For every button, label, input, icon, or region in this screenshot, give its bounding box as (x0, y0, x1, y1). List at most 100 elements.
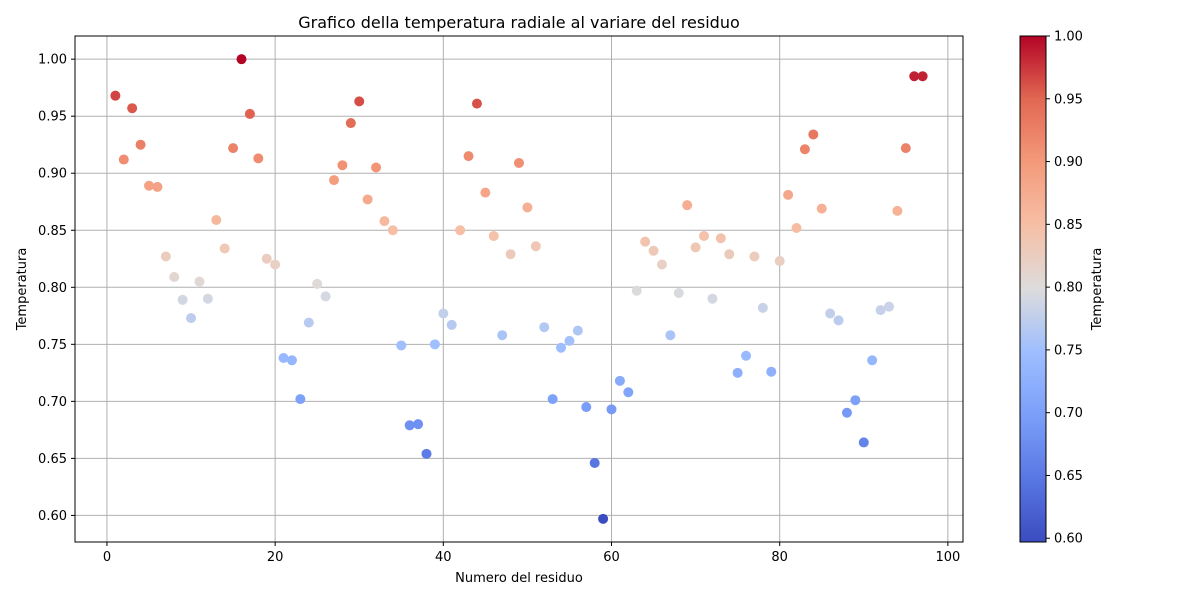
data-point (757, 302, 768, 313)
data-point (320, 291, 331, 302)
data-point (732, 367, 743, 378)
data-point (186, 313, 197, 324)
data-point (421, 448, 432, 459)
data-point (505, 249, 516, 260)
data-point (690, 242, 701, 253)
y-axis-ticks: 0.60 0.65 0.70 0.75 0.80 0.85 0.90 0.95 1.00 (38, 53, 75, 524)
data-point (514, 157, 524, 168)
data-point (219, 243, 230, 254)
colorbar (1019, 35, 1047, 543)
data-point (177, 294, 188, 305)
data-point (724, 249, 735, 260)
data-point (253, 153, 264, 164)
data-point (715, 233, 726, 244)
colorbar-label: Temperatura (1090, 248, 1105, 332)
data-point (480, 187, 491, 198)
data-point (589, 457, 600, 468)
data-point (598, 513, 609, 524)
y-axis-label: Temperatura (15, 248, 30, 332)
data-point (749, 251, 760, 262)
data-point (244, 108, 255, 119)
colorbar-tick-label: 0.95 (1054, 92, 1083, 107)
data-point (825, 308, 836, 319)
data-point (522, 202, 533, 213)
data-point (648, 245, 659, 256)
data-point (446, 319, 457, 330)
data-point (699, 230, 709, 241)
data-point (118, 154, 129, 165)
data-point (799, 144, 810, 155)
data-point (345, 118, 356, 129)
y-tick-label: 0.70 (38, 395, 67, 410)
data-point (202, 293, 213, 304)
colorbar-tick-label: 0.85 (1054, 218, 1083, 233)
y-tick-label: 0.65 (38, 452, 67, 467)
data-point (656, 259, 667, 270)
data-point (631, 285, 642, 296)
data-point (371, 162, 382, 173)
data-point (236, 54, 247, 65)
data-point (261, 253, 272, 264)
data-point (228, 143, 239, 154)
colorbar-tick-label: 0.80 (1054, 281, 1083, 296)
data-point (211, 214, 222, 225)
data-point (741, 350, 752, 361)
data-point (556, 342, 567, 353)
data-point (539, 322, 550, 333)
colorbar-tick-label: 0.90 (1054, 155, 1083, 170)
data-point (438, 308, 449, 319)
data-point (682, 200, 693, 211)
y-tick-label: 0.60 (38, 509, 67, 524)
data-point (917, 71, 928, 82)
data-point (530, 241, 541, 252)
data-point (312, 278, 323, 289)
plot-frame (74, 35, 964, 543)
x-tick-label: 0 (103, 550, 111, 565)
data-point (884, 301, 894, 312)
data-point (892, 205, 903, 216)
data-point (572, 325, 583, 336)
y-tick-label: 0.95 (38, 110, 67, 125)
data-point (497, 330, 508, 341)
data-point (337, 160, 348, 171)
y-tick-label: 0.75 (38, 338, 67, 353)
data-point (858, 437, 869, 448)
data-point (463, 151, 474, 162)
data-point (429, 339, 440, 350)
data-point (455, 225, 466, 236)
chart-title: Grafico della temperatura radiale al var… (298, 13, 740, 32)
data-point (404, 420, 415, 431)
data-point (471, 98, 482, 109)
data-point (303, 317, 314, 328)
data-point (614, 375, 625, 386)
data-point (640, 236, 651, 247)
data-point (169, 272, 180, 283)
x-tick-label: 80 (771, 550, 788, 565)
data-point (127, 103, 138, 114)
data-point (816, 203, 827, 214)
data-point (144, 180, 154, 191)
data-point (606, 404, 617, 415)
x-tick-label: 40 (435, 550, 452, 565)
x-tick-label: 100 (935, 550, 960, 565)
y-tick-label: 1.00 (38, 53, 67, 68)
y-tick-label: 0.80 (38, 281, 67, 296)
data-point (867, 355, 878, 366)
data-point (547, 394, 558, 405)
data-point (387, 225, 398, 236)
data-point (909, 71, 920, 82)
data-point (564, 335, 575, 346)
data-point (160, 251, 171, 262)
data-point (774, 256, 785, 267)
data-point (808, 129, 819, 140)
data-point (413, 419, 424, 430)
y-tick-label: 0.90 (38, 167, 67, 182)
x-tick-label: 20 (267, 550, 284, 565)
x-tick-label: 60 (603, 550, 620, 565)
data-point (135, 139, 146, 150)
data-point (379, 216, 390, 227)
colorbar-tick-label: 0.60 (1054, 532, 1083, 547)
data-point (665, 330, 676, 341)
data-point (833, 315, 844, 326)
